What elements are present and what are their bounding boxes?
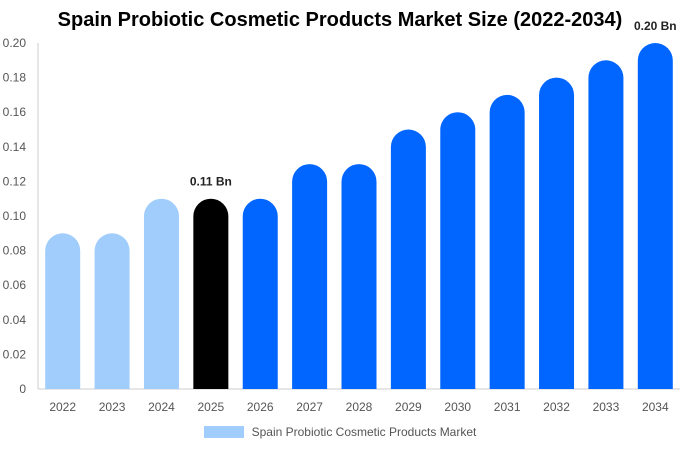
- legend: Spain Probiotic Cosmetic Products Market: [0, 425, 680, 439]
- legend-label: Spain Probiotic Cosmetic Products Market: [251, 425, 477, 439]
- bar-2031: [489, 94, 525, 389]
- x-tick-label: 2034: [642, 400, 669, 414]
- bar-2026: [242, 198, 278, 389]
- y-tick-label: 0.18: [3, 71, 27, 85]
- bar-2025: [193, 198, 229, 389]
- bar-2030: [440, 112, 476, 389]
- bar-2029: [390, 129, 426, 389]
- x-tick-label: 2028: [346, 400, 373, 414]
- y-tick-label: 0.20: [3, 36, 27, 50]
- x-tick-label: 2026: [247, 400, 274, 414]
- x-tick-label: 2033: [593, 400, 620, 414]
- x-tick-label: 2023: [99, 400, 126, 414]
- y-tick-label: 0.04: [3, 313, 27, 327]
- data-label: 0.11 Bn: [190, 175, 232, 189]
- x-tick-label: 2031: [494, 400, 521, 414]
- y-tick-label: 0.06: [3, 278, 27, 292]
- bar-chart: 0 0.02 0.04 0.06 0.08 0.10 0.12 0.14 0.16 0.18 0.2…: [3, 19, 680, 414]
- y-tick-label: 0: [19, 382, 26, 396]
- data-label: 0.20 Bn: [634, 19, 677, 33]
- y-tick-label: 0.02: [3, 347, 27, 361]
- bar-2032: [539, 77, 575, 389]
- x-tick-label: 2032: [543, 400, 570, 414]
- x-tick-label: 2029: [395, 400, 422, 414]
- legend-swatch: [203, 426, 244, 438]
- bar-2024: [143, 198, 179, 389]
- bar-2033: [588, 60, 624, 390]
- y-tick-label: 0.14: [3, 140, 27, 154]
- y-tick-label: 0.16: [3, 105, 27, 119]
- x-tick-label: 2027: [296, 400, 323, 414]
- bar-2023: [94, 233, 130, 389]
- bar-2028: [341, 164, 377, 389]
- x-tick-label: 2024: [148, 400, 175, 414]
- bar-2022: [45, 233, 81, 389]
- x-tick-label: 2025: [197, 400, 224, 414]
- bar-2034: [637, 43, 673, 389]
- bar-2027: [292, 164, 328, 389]
- x-tick-label: 2022: [49, 400, 76, 414]
- y-tick-label: 0.10: [3, 209, 27, 223]
- chart-title: Spain Probiotic Cosmetic Products Market…: [57, 9, 623, 31]
- y-tick-label: 0.08: [3, 244, 27, 258]
- x-tick-label: 2030: [444, 400, 471, 414]
- y-tick-label: 0.12: [3, 174, 27, 188]
